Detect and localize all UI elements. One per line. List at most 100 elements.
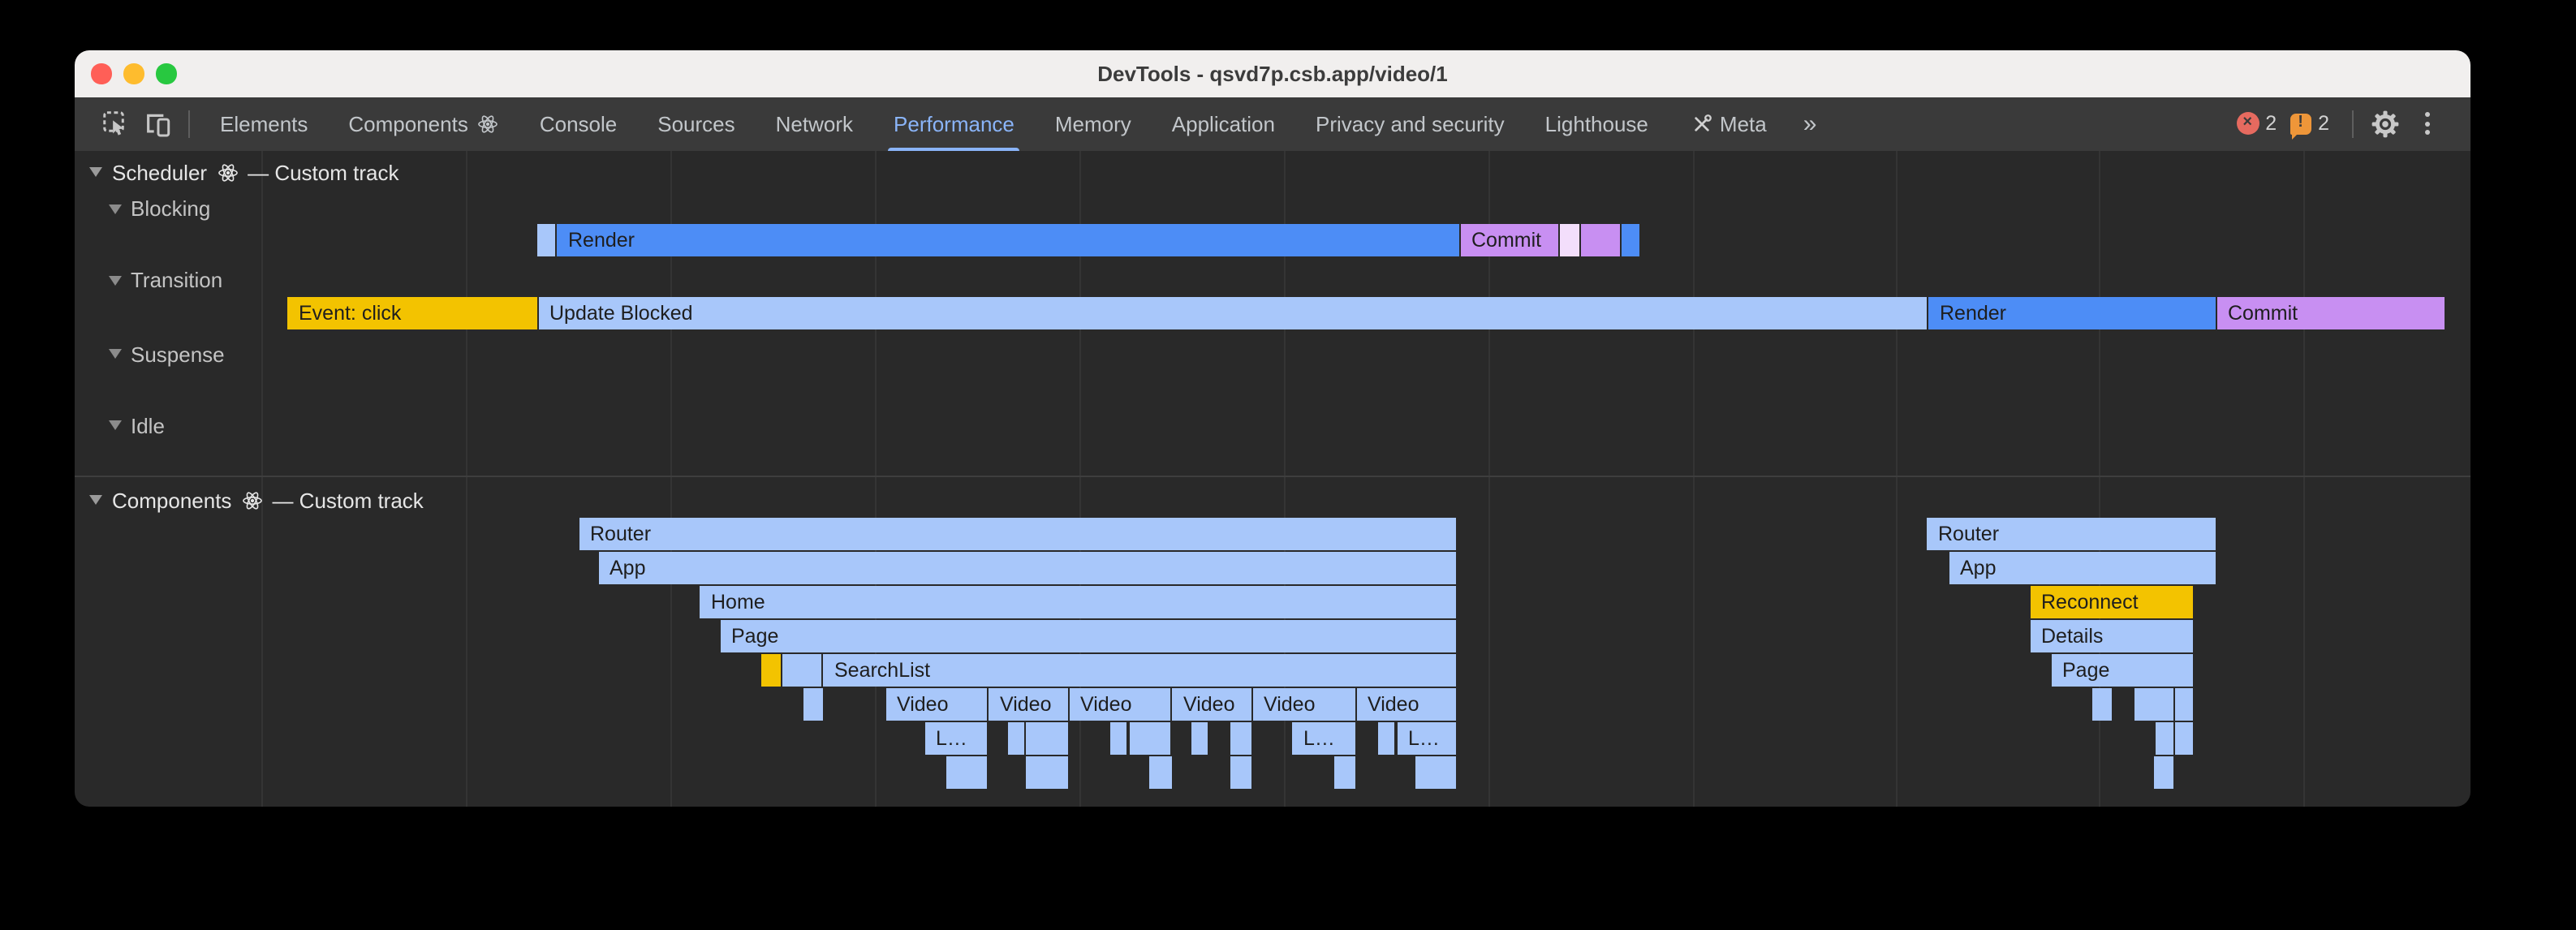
tab-privacy-and-security[interactable]: Privacy and security <box>1295 97 1525 151</box>
devtools-window: DevTools - qsvd7p.csb.app/video/1 <box>75 50 2470 807</box>
flame-bar-segment[interactable] <box>2134 687 2173 720</box>
flame-bar-segment[interactable] <box>2154 756 2173 788</box>
gridline <box>261 151 262 807</box>
flame-bar-segment[interactable] <box>2091 687 2111 720</box>
tab-console[interactable]: Console <box>519 97 637 151</box>
tab-lighthouse[interactable]: Lighthouse <box>1525 97 1669 151</box>
tab-components[interactable]: Components <box>328 97 519 151</box>
flame-bar-app[interactable]: App <box>1949 551 2216 583</box>
flame-bar-segment[interactable] <box>2155 721 2173 754</box>
flame-bar-video[interactable]: Video <box>1069 687 1170 720</box>
scheduler-track-header[interactable]: Scheduler — Custom track <box>89 160 398 184</box>
flame-bar-searchlist[interactable]: SearchList <box>823 653 1456 686</box>
flame-bar-app[interactable]: App <box>598 551 1456 583</box>
flame-bar-segment[interactable] <box>803 687 822 720</box>
flame-bar-segment[interactable] <box>1333 756 1355 788</box>
minimize-button[interactable] <box>123 63 144 84</box>
flame-bar-video[interactable]: Video <box>1172 687 1251 720</box>
flame-bar-segment[interactable] <box>1377 721 1394 754</box>
tab-memory[interactable]: Memory <box>1035 97 1152 151</box>
zoom-button[interactable] <box>156 63 176 84</box>
gridline <box>1692 151 1694 807</box>
flame-bar-segment[interactable] <box>761 653 781 686</box>
flame-bar-home[interactable]: Home <box>700 585 1456 618</box>
tab-network[interactable]: Network <box>756 97 873 151</box>
error-circle-icon: × <box>2236 112 2259 136</box>
lane-idle[interactable]: Idle <box>108 413 165 437</box>
flame-bar-segment[interactable] <box>1621 224 1639 256</box>
lane-suspense[interactable]: Suspense <box>108 342 225 366</box>
performance-flamechart: Scheduler — Custom track Components — Cu… <box>75 151 2470 807</box>
inspect-cursor-icon[interactable] <box>94 103 136 145</box>
flame-bar-segment[interactable] <box>1007 721 1023 754</box>
tab-application[interactable]: Application <box>1152 97 1295 151</box>
flame-bar-reconnect[interactable]: Reconnect <box>2030 585 2193 618</box>
more-tabs-button[interactable]: » <box>1803 110 1817 138</box>
toolbar-right: × 2 ! 2 <box>2236 103 2448 145</box>
flame-bar-segment[interactable] <box>1230 756 1251 788</box>
error-badge[interactable]: × 2 <box>2236 112 2277 136</box>
tab-label: Memory <box>1054 111 1131 136</box>
flame-bar-commit[interactable]: Commit <box>2216 296 2445 329</box>
flame-bar-segment[interactable] <box>2174 721 2193 754</box>
flame-bar-router[interactable]: Router <box>579 517 1456 549</box>
flame-bar-l[interactable]: L… <box>924 721 986 754</box>
flame-bar-page[interactable]: Page <box>720 619 1456 652</box>
flame-bar-segment[interactable] <box>1026 756 1067 788</box>
window-title: DevTools - qsvd7p.csb.app/video/1 <box>1097 61 1448 86</box>
flame-bar-video[interactable]: Video <box>885 687 986 720</box>
kebab-menu-icon[interactable] <box>2406 103 2448 145</box>
flame-bar-segment[interactable] <box>536 224 555 256</box>
flame-bar-details[interactable]: Details <box>2030 619 2193 652</box>
tab-sources[interactable]: Sources <box>637 97 755 151</box>
gridline <box>1488 151 1489 807</box>
flame-bar-video[interactable]: Video <box>1252 687 1355 720</box>
flame-bar-segment[interactable] <box>1026 721 1067 754</box>
tab-label: Sources <box>657 111 735 136</box>
flame-bar-segment[interactable] <box>1110 721 1126 754</box>
flame-bar-update-blocked[interactable]: Update Blocked <box>538 296 1927 329</box>
flame-bar-segment[interactable] <box>946 756 986 788</box>
flame-bar-segment[interactable] <box>1415 756 1456 788</box>
lane-blocking[interactable]: Blocking <box>108 196 210 221</box>
flame-bar-segment[interactable] <box>1581 224 1619 256</box>
collapse-triangle-icon <box>108 204 121 213</box>
flame-bar-segment[interactable] <box>2174 687 2193 720</box>
flame-bar-router[interactable]: Router <box>1927 517 2216 549</box>
tab-meta[interactable]: Meta <box>1669 97 1787 151</box>
tab-label: Network <box>775 111 854 136</box>
tab-label: Privacy and security <box>1316 111 1505 136</box>
flame-bar-event-click[interactable]: Event: click <box>287 296 536 329</box>
warning-bubble-icon: ! <box>2290 113 2312 138</box>
panel-tabs: Elements Components Console Sources Network P… <box>200 97 1787 151</box>
flame-bar-l[interactable]: L… <box>1292 721 1355 754</box>
track-title: Scheduler <box>112 160 208 184</box>
flame-bar-render[interactable]: Render <box>1928 296 2215 329</box>
warning-badge[interactable]: ! 2 <box>2290 113 2329 138</box>
gear-icon[interactable] <box>2363 103 2406 145</box>
lane-transition[interactable]: Transition <box>108 268 222 292</box>
collapse-triangle-icon <box>108 420 121 430</box>
close-button[interactable] <box>91 63 111 84</box>
components-track-header[interactable]: Components — Custom track <box>89 488 424 512</box>
flame-bar-video[interactable]: Video <box>1356 687 1456 720</box>
flame-bar-segment[interactable] <box>1191 721 1208 754</box>
flame-bar-segment[interactable] <box>1149 756 1171 788</box>
flame-bar-l[interactable]: L… <box>1397 721 1456 754</box>
flame-bar-segment[interactable] <box>782 653 821 686</box>
collapse-triangle-icon <box>89 167 102 177</box>
device-toolbar-icon[interactable] <box>136 103 179 145</box>
flame-bar-commit[interactable]: Commit <box>1460 224 1558 256</box>
flame-bar-render[interactable]: Render <box>557 224 1458 256</box>
tab-label: Components <box>348 111 468 136</box>
flame-bar-segment[interactable] <box>1560 224 1579 256</box>
tab-performance[interactable]: Performance <box>873 97 1035 151</box>
tab-label: Performance <box>894 111 1014 136</box>
flame-bar-page[interactable]: Page <box>2051 653 2193 686</box>
tab-label: Application <box>1171 111 1275 136</box>
flame-bar-segment[interactable] <box>1230 721 1251 754</box>
flame-bar-segment[interactable] <box>1129 721 1170 754</box>
flame-bar-video[interactable]: Video <box>989 687 1067 720</box>
tab-elements[interactable]: Elements <box>200 97 328 151</box>
gridline <box>1079 151 1080 807</box>
